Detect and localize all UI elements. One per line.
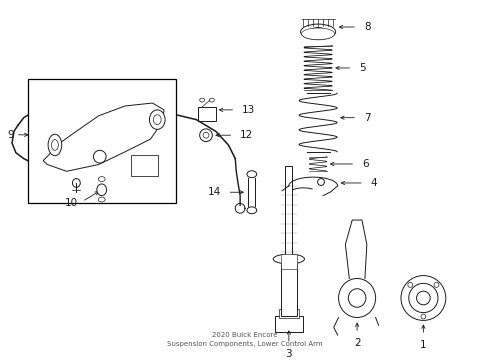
Ellipse shape: [98, 197, 105, 202]
Ellipse shape: [247, 207, 257, 214]
Text: 12: 12: [240, 130, 253, 140]
Text: 2: 2: [354, 338, 361, 348]
Ellipse shape: [408, 283, 413, 287]
Bar: [198, 107, 216, 121]
Text: 3: 3: [286, 349, 292, 359]
Ellipse shape: [409, 283, 438, 312]
Bar: [286, 166, 292, 259]
Bar: [27, 79, 176, 203]
Ellipse shape: [149, 110, 165, 129]
Ellipse shape: [199, 98, 204, 102]
Ellipse shape: [318, 179, 324, 185]
Bar: [279, 309, 298, 319]
Ellipse shape: [51, 140, 58, 150]
Bar: [281, 254, 297, 269]
Text: 7: 7: [364, 113, 370, 123]
Ellipse shape: [98, 177, 105, 181]
Ellipse shape: [421, 314, 426, 319]
Ellipse shape: [203, 132, 209, 138]
Ellipse shape: [199, 129, 212, 141]
Ellipse shape: [434, 283, 439, 287]
Ellipse shape: [73, 179, 80, 187]
Bar: [281, 262, 297, 316]
Ellipse shape: [310, 27, 326, 36]
Text: 14: 14: [207, 187, 220, 197]
Ellipse shape: [97, 184, 107, 195]
Polygon shape: [43, 103, 164, 171]
Text: 2020 Buick Encore
Suspension Components, Lower Control Arm: 2020 Buick Encore Suspension Components,…: [167, 332, 323, 347]
Text: 8: 8: [364, 22, 370, 32]
Ellipse shape: [273, 254, 304, 264]
Text: 13: 13: [242, 105, 255, 115]
Text: 10: 10: [65, 198, 78, 208]
Ellipse shape: [153, 115, 161, 125]
Text: 9: 9: [7, 130, 14, 140]
Ellipse shape: [247, 171, 257, 177]
Text: 11: 11: [115, 131, 128, 141]
Ellipse shape: [301, 28, 335, 40]
Bar: [131, 155, 158, 176]
Ellipse shape: [339, 279, 376, 318]
Ellipse shape: [94, 150, 106, 163]
Ellipse shape: [209, 98, 214, 102]
Bar: [275, 316, 302, 332]
Ellipse shape: [401, 276, 446, 320]
Text: 1: 1: [420, 340, 427, 350]
Text: 4: 4: [371, 178, 377, 188]
Text: 6: 6: [362, 159, 368, 169]
Ellipse shape: [300, 24, 336, 40]
Text: 5: 5: [359, 63, 366, 73]
Ellipse shape: [416, 291, 430, 305]
Ellipse shape: [348, 289, 366, 307]
Ellipse shape: [48, 134, 62, 156]
